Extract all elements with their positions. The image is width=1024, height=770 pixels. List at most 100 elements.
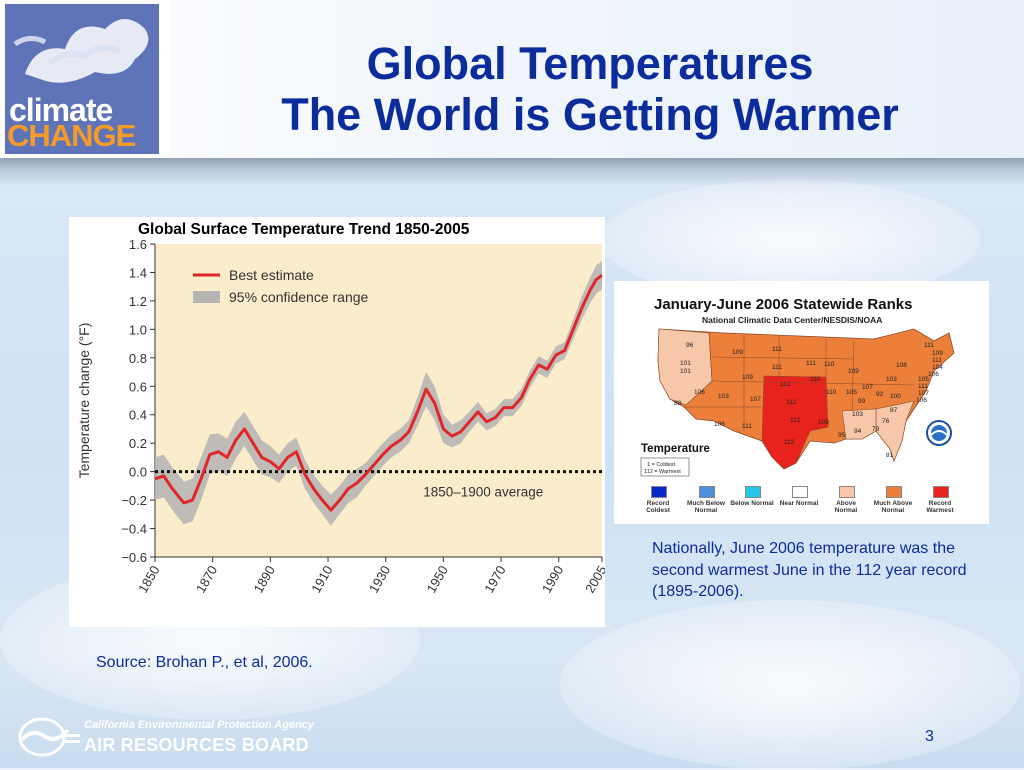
state-rank: 109	[818, 419, 829, 426]
state-rank: 110	[824, 361, 835, 368]
state-rank: 107	[918, 390, 929, 397]
state-rank: 109	[848, 368, 859, 375]
chart-panel: 1.6 1.4 1.2 1.0 0.8 0.6 0.4 0.2 0.0 −0.2 −0.4 −0.6 1…	[69, 217, 610, 627]
state-rank: 103	[886, 376, 897, 383]
legend-label-below: Below Normal	[730, 500, 774, 507]
state-rank: 106	[694, 389, 705, 396]
legend-label-much-below: Much Below Normal	[687, 500, 725, 514]
y-tick-label: 0.0	[129, 465, 147, 480]
page-number: 3	[925, 728, 934, 745]
us-map-shape	[657, 328, 955, 470]
y-tick-label: 0.4	[129, 408, 147, 423]
state-rank: 94	[854, 428, 862, 435]
legend-warmest: 112 = Warmest	[644, 469, 681, 475]
y-tick-label: 0.8	[129, 351, 147, 366]
us-state-ranks-map: 96 101 101 88 106 103 109 111 111 110 10…	[640, 328, 955, 477]
map-legend-box	[640, 457, 690, 477]
state-rank: 112	[780, 381, 791, 388]
state-rank: 103	[718, 393, 729, 400]
map-panel: 96 101 101 88 106 103 109 111 111 110 10…	[614, 281, 989, 524]
state-rank: 105	[918, 376, 929, 383]
x-tick-label: 1950	[424, 563, 451, 596]
x-tick-label: 1970	[481, 563, 508, 596]
header-divider	[0, 158, 1024, 186]
legend-label-much-above: Much Above Normal	[873, 500, 913, 514]
y-tick-label: 0.2	[129, 436, 147, 451]
legend-swatch-near	[792, 486, 808, 498]
legend-swatch-above	[839, 486, 855, 498]
state-rank: 111	[924, 342, 934, 349]
y-tick-label: 1.6	[129, 237, 147, 252]
map-subtitle: National Climatic Data Center/NESDIS/NOA…	[702, 315, 883, 325]
state-rank: 99	[858, 398, 866, 405]
state-rank: 107	[750, 396, 761, 403]
state-rank: 111	[918, 383, 928, 390]
y-tick-label: −0.2	[121, 493, 147, 508]
y-tick-label: 1.2	[129, 294, 147, 309]
state-rank: 103	[852, 411, 863, 418]
y-axis-label: Temperature change (°F)	[76, 323, 92, 479]
state-rank: 106	[928, 371, 939, 378]
x-tick-label: 1850	[135, 563, 162, 596]
state-rank: 112	[784, 439, 795, 446]
slide-title: Global Temperatures The World is Getting…	[180, 38, 1000, 140]
noaa-logo	[926, 420, 952, 446]
map-legend-title: Temperature	[641, 443, 710, 455]
state-rank: 111	[806, 360, 816, 367]
logo-word-climate: climate	[9, 92, 113, 128]
background-cloud	[560, 600, 1020, 770]
y-tick-label: −0.6	[121, 550, 147, 565]
slide-header	[0, 0, 1024, 160]
x-tick-label: 1930	[366, 563, 393, 596]
x-tick-label: 1890	[251, 563, 278, 596]
climate-change-logo: climate CHANGE	[0, 0, 170, 158]
legend-label-record-warmest: Record Warmest	[926, 500, 954, 514]
x-tick-label: 1990	[539, 563, 566, 596]
legend-label-near: Near Normal	[779, 500, 819, 507]
state-rank: 112	[790, 417, 801, 424]
state-rank: 106	[714, 421, 725, 428]
state-rank: 81	[886, 452, 894, 459]
y-tick-label: 0.6	[129, 379, 147, 394]
state-rank: 111	[742, 423, 752, 430]
state-rank: 109	[932, 350, 943, 357]
title-line-1: Global Temperatures	[366, 38, 814, 89]
chart-title: Global Surface Temperature Trend 1850-20…	[138, 221, 470, 238]
legend-swatch-record-warmest	[933, 486, 949, 498]
state-rank: 95	[838, 432, 846, 439]
state-rank: 101	[680, 368, 691, 375]
x-tick-label: 1910	[308, 563, 335, 596]
map-title: January-June 2006 Statewide Ranks	[654, 296, 913, 313]
legend-swatch-much-below	[699, 486, 715, 498]
state-rank-labels: 96 101 101 88 106 103 109 111 111 110 10…	[674, 342, 943, 459]
title-line-2: The World is Getting Warmer	[281, 89, 899, 140]
y-tick-label: 1.0	[129, 322, 147, 337]
footer-board: AIR RESOURCES BOARD	[84, 735, 309, 755]
state-rank: 105	[846, 389, 857, 396]
state-rank: 87	[890, 407, 898, 414]
source-citation: Source: Brohan P., et al, 2006.	[96, 654, 313, 671]
legend-swatch-below	[745, 486, 761, 498]
state-rank: 96	[686, 342, 694, 349]
state-rank: 92	[876, 391, 884, 398]
best-estimate-line	[154, 274, 603, 512]
legend-coldest: 1 = Coldest	[647, 462, 675, 468]
logo-word-change: CHANGE	[7, 118, 136, 153]
cloud-icon	[13, 19, 149, 83]
legend-label-best-estimate: Best estimate	[229, 267, 314, 283]
state-rank: 111	[772, 364, 782, 371]
state-rank: 110	[810, 376, 821, 383]
state-rank: 107	[862, 384, 873, 391]
slide-note: Nationally, June 2006 temperature was th…	[652, 540, 967, 600]
state-rank: 76	[882, 418, 890, 425]
baseline-label: 1850–1900 average	[423, 485, 543, 500]
logo-background	[5, 4, 159, 154]
state-rank: 111	[932, 357, 942, 364]
state-rank: 88	[674, 400, 682, 407]
arb-logo-icon	[18, 717, 80, 757]
state-rank: 101	[680, 360, 691, 367]
background-cloud	[600, 180, 980, 300]
legend-swatch-record-coldest	[651, 486, 667, 498]
legend-band-swatch	[193, 291, 220, 303]
state-rank: 108	[896, 362, 907, 369]
